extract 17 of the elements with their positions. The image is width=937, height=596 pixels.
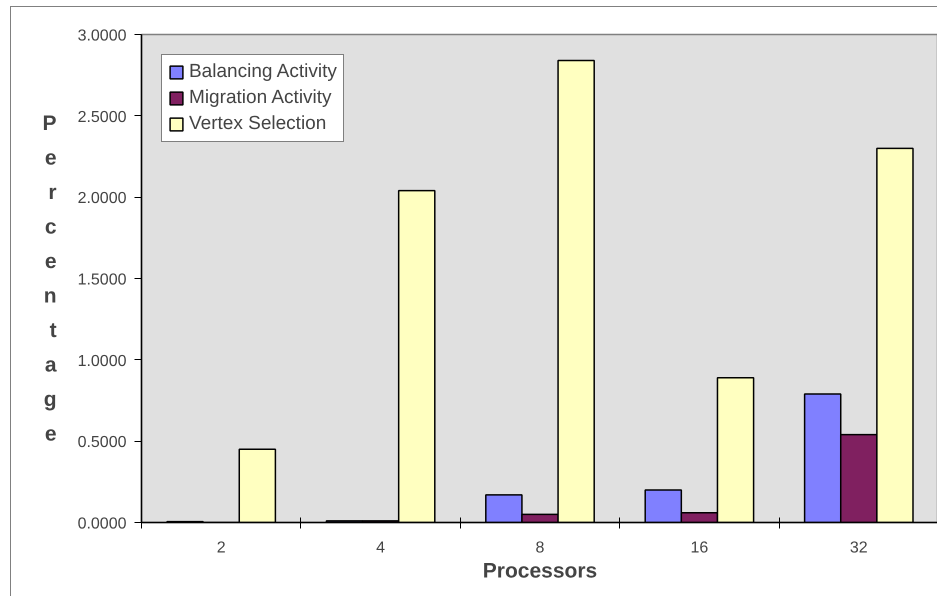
- y-tick-label: 1.0000: [78, 352, 127, 370]
- x-tick-label: 2: [216, 540, 226, 556]
- y-tick-label: 2.0000: [78, 190, 127, 208]
- legend-label: Migration Activity: [189, 87, 332, 109]
- y-tick-label: 1.5000: [78, 272, 127, 288]
- x-tick-label: 32: [850, 540, 868, 556]
- y-tick-label: 3.0000: [78, 28, 127, 44]
- y-tick-label: 0.0000: [78, 516, 127, 532]
- x-tick-label: 8: [536, 540, 545, 556]
- x-tick-label: 4: [376, 540, 386, 556]
- y-tick-label: 0.5000: [78, 434, 127, 452]
- x-axis-title: Processors: [482, 560, 598, 582]
- y-tick-label: 2.5000: [78, 108, 127, 126]
- x-tick-label: 16: [690, 540, 708, 556]
- legend-label: Vertex Selection: [189, 113, 326, 135]
- legend-label: Balancing Activity: [189, 61, 337, 83]
- text: Percentage: [42, 112, 57, 446]
